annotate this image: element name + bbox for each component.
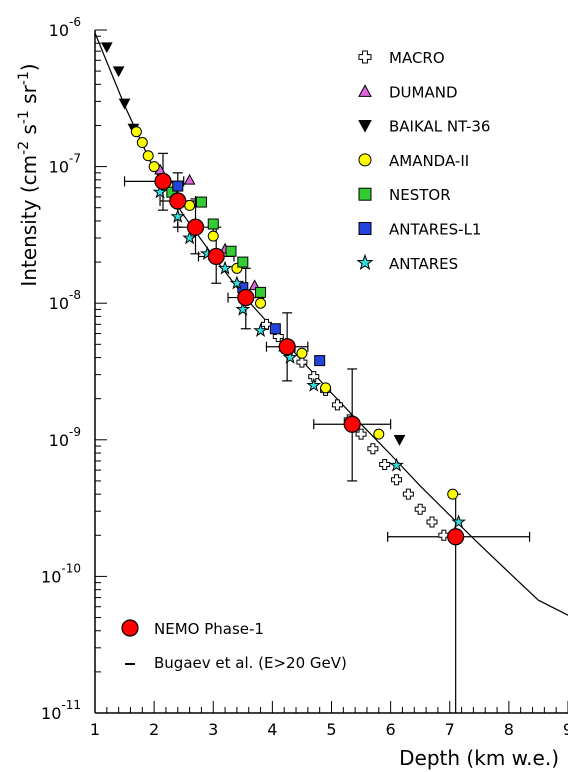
antares-point — [306, 377, 322, 392]
axes-layer: 10-6 10-7 10-8 10-9 10-10 10-11 1 2 3 4 5 6 7 8 9 — [41, 15, 568, 739]
antares-l1-point — [314, 355, 326, 367]
macro-point — [391, 474, 403, 486]
macro-point — [367, 443, 379, 455]
y-axis-label: Intensity (cm-2 s-1 sr-1) — [16, 63, 41, 286]
amanda-ii-point — [296, 347, 308, 359]
macro-point — [260, 318, 272, 330]
antares-point — [282, 349, 298, 364]
baikal-nt-36-point — [112, 66, 125, 78]
amanda-ii-point — [255, 297, 267, 309]
antares-point — [170, 208, 186, 223]
nestor-point — [255, 286, 267, 298]
x-tick-label: 9 — [563, 720, 568, 739]
x-tick-label: 1 — [90, 720, 100, 739]
nemo-phase-1-point — [237, 288, 255, 307]
x-axis-label: Depth (km w.e.) — [399, 746, 559, 770]
macro-point — [402, 488, 414, 500]
baikal-nt-36-point — [118, 98, 131, 110]
nestor-point — [237, 256, 249, 268]
antares-point — [229, 275, 245, 290]
nemo-phase-1-point — [278, 338, 296, 356]
legend-label-baikal-nt-36: BAIKAL NT-36 — [389, 118, 490, 136]
amanda-ii-point — [320, 382, 332, 394]
macro-point — [331, 399, 343, 411]
bugaev-curve-layer — [94, 32, 568, 616]
x-tick-label: 6 — [386, 720, 396, 739]
y-tick-label: 10-8 — [49, 288, 81, 313]
antares-point — [235, 301, 251, 316]
antares-point — [182, 230, 197, 245]
legend-label-antares-l1: ANTARES-L1 — [389, 221, 481, 239]
nemo-phase-1-point — [447, 528, 465, 546]
x-tick-label: 3 — [208, 720, 218, 739]
macro-point — [414, 503, 426, 515]
legend-layer: MACRO DUMAND BAIKAL NT-36 AMANDA-II NESTOR AN… — [121, 49, 490, 672]
antares-point — [217, 260, 233, 275]
x-tick-label: 7 — [445, 720, 455, 739]
nemo-phase-1-point — [343, 415, 361, 433]
macro-point — [296, 356, 308, 368]
legend-label-bugaev: Bugaev et al. (E>20 GeV) — [154, 654, 347, 672]
bugaev-curve — [94, 32, 568, 616]
antares-l1-point — [269, 323, 281, 335]
legend-marker-amanda-ii — [358, 153, 372, 167]
legend-marker-antares — [356, 253, 374, 271]
legend-label-dumand: DUMAND — [389, 83, 458, 101]
y-tick-label: 10-6 — [49, 15, 81, 40]
amanda-ii-point — [130, 126, 142, 138]
legend-label-nestor: NESTOR — [389, 186, 451, 204]
legend-label-nemo: NEMO Phase-1 — [154, 620, 264, 638]
legend-marker-baikal-nt-36 — [358, 120, 372, 133]
antares-point — [152, 184, 168, 199]
antares-point — [389, 457, 404, 472]
nestor-point — [195, 196, 207, 208]
macro-point — [379, 458, 391, 470]
x-tick-label: 5 — [326, 720, 336, 739]
macro-point — [272, 331, 284, 343]
antares-point — [253, 322, 268, 337]
nemo-phase-1-point — [207, 247, 225, 266]
x-tick-label: 4 — [267, 720, 277, 739]
markers-layer — [100, 42, 467, 546]
nemo-phase-1-point — [169, 192, 187, 210]
legend-marker-dumand — [358, 84, 372, 97]
amanda-ii-point — [142, 150, 154, 162]
antares-l1-point — [172, 180, 184, 192]
y-tick-label: 10-11 — [41, 698, 81, 723]
amanda-ii-point — [148, 161, 160, 173]
amanda-ii-point — [136, 137, 148, 149]
dumand-point — [183, 173, 196, 185]
x-tick-label: 2 — [149, 720, 159, 739]
macro-point — [308, 371, 320, 383]
amanda-ii-point — [447, 488, 459, 500]
y-tick-label: 10-9 — [49, 425, 81, 450]
x-tick-label: 8 — [504, 720, 514, 739]
baikal-nt-36-point — [393, 435, 406, 446]
legend-label-amanda-ii: AMANDA-II — [389, 152, 469, 170]
macro-point — [355, 428, 367, 440]
nestor-point — [207, 218, 219, 230]
legend-label-antares: ANTARES — [389, 255, 458, 273]
macro-point — [426, 516, 438, 528]
legend-marker-antares-l1 — [358, 222, 372, 235]
amanda-ii-point — [373, 428, 385, 440]
macro-point — [438, 529, 450, 541]
legend-marker-nestor — [358, 187, 372, 201]
legend-marker-macro — [358, 50, 372, 64]
y-tick-label: 10-7 — [49, 152, 81, 177]
nestor-point — [225, 245, 237, 257]
amanda-ii-point — [207, 230, 219, 242]
antares-point — [451, 514, 467, 529]
nemo-phase-1-point — [186, 218, 205, 236]
legend-marker-nemo — [121, 619, 139, 637]
legend-label-macro: MACRO — [389, 49, 445, 67]
nemo-phase-1-point — [154, 172, 172, 190]
y-tick-label: 10-10 — [41, 561, 81, 586]
baikal-nt-36-point — [100, 42, 113, 54]
